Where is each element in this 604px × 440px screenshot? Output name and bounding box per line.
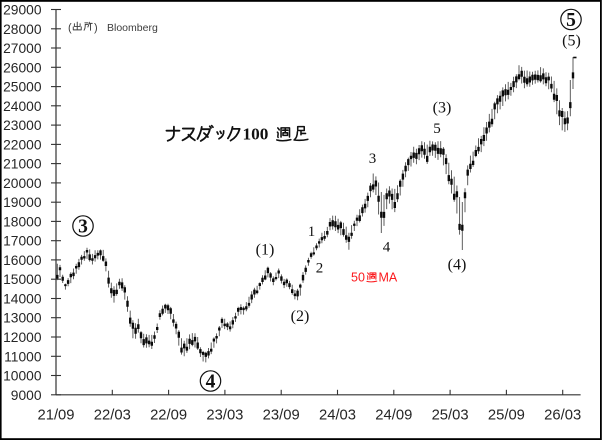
svg-text:4: 4 <box>206 372 216 393</box>
svg-text:3: 3 <box>369 151 377 167</box>
svg-text:(5): (5) <box>562 33 581 50</box>
svg-text:17000: 17000 <box>3 234 42 249</box>
svg-text:(4): (4) <box>448 257 467 274</box>
svg-text:29000: 29000 <box>3 3 42 18</box>
svg-text:14000: 14000 <box>3 292 42 307</box>
svg-text:2: 2 <box>316 261 324 277</box>
svg-text:28000: 28000 <box>3 22 42 37</box>
svg-text:MA: MA <box>379 271 398 285</box>
svg-text:50: 50 <box>351 271 365 285</box>
svg-text:24000: 24000 <box>3 99 42 114</box>
svg-text:24/03: 24/03 <box>319 408 356 424</box>
svg-text:4: 4 <box>383 240 391 256</box>
svg-text:): ) <box>94 22 98 34</box>
svg-text:21/09: 21/09 <box>37 408 74 424</box>
svg-text:18000: 18000 <box>3 214 42 229</box>
svg-text:15000: 15000 <box>3 272 42 287</box>
svg-text:(1): (1) <box>256 242 275 259</box>
svg-text:3: 3 <box>78 217 88 238</box>
svg-text:13000: 13000 <box>3 311 42 326</box>
svg-text:26/03: 26/03 <box>544 408 581 424</box>
svg-text:20000: 20000 <box>3 176 42 191</box>
svg-text:25000: 25000 <box>3 80 42 95</box>
svg-text:(: ( <box>68 22 72 34</box>
svg-text:22/09: 22/09 <box>150 408 187 424</box>
svg-text:5: 5 <box>433 121 441 137</box>
svg-text:10000: 10000 <box>3 369 42 384</box>
svg-text:100: 100 <box>243 125 269 144</box>
svg-text:22/03: 22/03 <box>94 408 131 424</box>
svg-text:(3): (3) <box>433 100 452 117</box>
svg-text:(2): (2) <box>291 308 310 325</box>
svg-text:16000: 16000 <box>3 253 42 268</box>
svg-text:12000: 12000 <box>3 330 42 345</box>
svg-text:11000: 11000 <box>4 349 42 364</box>
svg-text:Bloomberg: Bloomberg <box>107 22 158 34</box>
svg-text:25/09: 25/09 <box>488 408 525 424</box>
svg-text:23/03: 23/03 <box>206 408 243 424</box>
svg-text:27000: 27000 <box>3 41 42 56</box>
svg-text:25/03: 25/03 <box>432 408 469 424</box>
svg-text:22000: 22000 <box>3 137 42 152</box>
svg-text:1: 1 <box>308 224 316 240</box>
svg-text:21000: 21000 <box>3 157 42 172</box>
svg-text:23/09: 23/09 <box>263 408 300 424</box>
svg-text:5: 5 <box>566 10 576 31</box>
svg-text:24/09: 24/09 <box>375 408 412 424</box>
svg-text:19000: 19000 <box>3 195 42 210</box>
svg-text:9000: 9000 <box>11 388 42 403</box>
svg-text:23000: 23000 <box>3 118 42 133</box>
svg-text:26000: 26000 <box>3 60 42 75</box>
